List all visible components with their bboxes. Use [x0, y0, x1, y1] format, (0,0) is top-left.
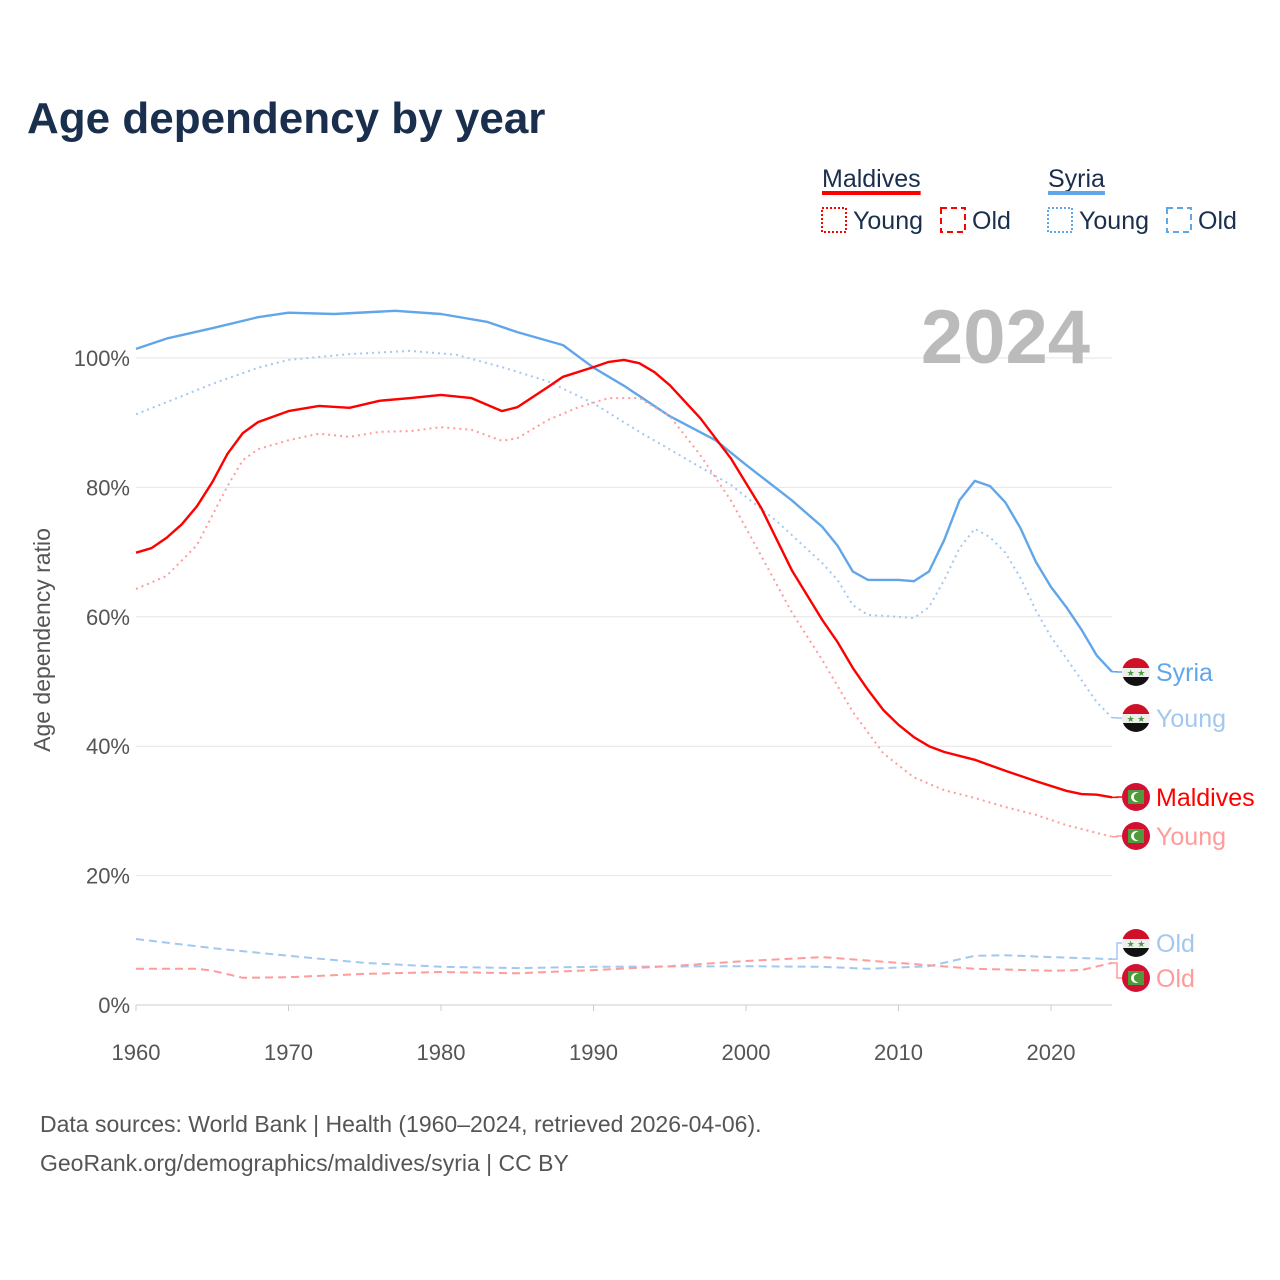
- end-label-text: Old: [1156, 930, 1195, 958]
- svg-text:★ ★: ★ ★: [1127, 668, 1146, 678]
- legend-item-young[interactable]: Young: [821, 207, 923, 235]
- legend-title: Maldives: [822, 165, 921, 193]
- x-tick-label: 1980: [417, 1040, 466, 1065]
- y-tick-label: 60%: [86, 605, 130, 630]
- maldives-flag-icon: [1122, 964, 1150, 992]
- end-label-maldives_old: Old: [1112, 962, 1195, 993]
- y-axis-label: Age dependency ratio: [29, 528, 55, 752]
- chart-title: Age dependency by year: [27, 94, 545, 143]
- x-tick-label: 2020: [1027, 1040, 1076, 1065]
- end-label-maldives_young: Young: [1112, 822, 1226, 851]
- legend-underline: [1048, 191, 1105, 195]
- legend: Maldives Young Old Syria Young Old: [821, 165, 1237, 235]
- end-label-syria_old: ★ ★ Old: [1112, 929, 1195, 960]
- series-line-syria_total: [135, 309, 1113, 673]
- end-label-text: Old: [1156, 965, 1195, 993]
- x-tick-label: 1990: [569, 1040, 618, 1065]
- x-tick-label: 2010: [874, 1040, 923, 1065]
- connector: [1112, 962, 1122, 979]
- x-tick-label: 2000: [722, 1040, 771, 1065]
- legend-item-old[interactable]: Old: [1166, 207, 1237, 235]
- series-line-syria_young: [135, 349, 1113, 719]
- end-labels: ★ ★ Syria ★ ★ Young ★ ★ Old Maldives Young Old: [1112, 658, 1255, 993]
- syria-flag-icon: ★ ★: [1122, 704, 1150, 732]
- series-line-maldives_total: [135, 358, 1113, 799]
- series-line-maldives_old: [136, 956, 1113, 979]
- y-tick-label: 20%: [86, 864, 130, 889]
- dotted-swatch-icon: [1047, 207, 1073, 233]
- legend-item-label: Old: [1198, 207, 1237, 235]
- series-line-syria_old: [135, 938, 1113, 970]
- end-label-syria_total: ★ ★ Syria: [1112, 658, 1213, 687]
- connector: [1112, 942, 1122, 960]
- legend-item-old[interactable]: Old: [940, 207, 1011, 235]
- legend-group-maldives[interactable]: Maldives Young Old: [821, 165, 1011, 235]
- end-label-maldives_total: Maldives: [1112, 783, 1255, 812]
- x-tick-label: 1960: [112, 1040, 161, 1065]
- svg-text:★ ★: ★ ★: [1127, 714, 1146, 724]
- end-label-syria_young: ★ ★ Young: [1112, 704, 1226, 733]
- year-label: 2024: [921, 295, 1090, 380]
- y-tick-label: 100%: [74, 346, 130, 371]
- y-tick-label: 80%: [86, 475, 130, 500]
- maldives-flag-icon: [1122, 783, 1150, 811]
- maldives-flag-icon: [1122, 822, 1150, 850]
- end-label-text: Maldives: [1156, 784, 1255, 812]
- y-tick-label: 0%: [98, 993, 130, 1018]
- syria-flag-icon: ★ ★: [1122, 658, 1150, 686]
- series-lines: [135, 309, 1113, 979]
- legend-item-label: Young: [1079, 207, 1149, 235]
- end-label-text: Young: [1156, 705, 1226, 733]
- syria-flag-icon: ★ ★: [1122, 929, 1150, 957]
- legend-group-syria[interactable]: Syria Young Old: [1047, 165, 1237, 235]
- x-tick-label: 1970: [264, 1040, 313, 1065]
- end-label-text: Young: [1156, 823, 1226, 851]
- dashed-swatch-icon: [1166, 207, 1192, 233]
- dashed-swatch-icon: [940, 207, 966, 233]
- dotted-swatch-icon: [821, 207, 847, 233]
- source-line-1: Data sources: World Bank | Health (1960–…: [40, 1111, 762, 1137]
- source-line-2: GeoRank.org/demographics/maldives/syria …: [40, 1150, 569, 1176]
- svg-text:★ ★: ★ ★: [1127, 939, 1146, 949]
- series-line-maldives_young: [135, 397, 1113, 838]
- legend-item-label: Old: [972, 207, 1011, 235]
- connector: [1112, 835, 1122, 838]
- grid: 0% 20% 40% 60% 80% 100% 1960 1970 1980 1990 2000 20…: [74, 346, 1112, 1065]
- end-label-text: Syria: [1156, 659, 1213, 687]
- legend-title: Syria: [1048, 165, 1105, 193]
- legend-item-label: Young: [853, 207, 923, 235]
- legend-underline: [822, 191, 921, 195]
- legend-item-young[interactable]: Young: [1047, 207, 1149, 235]
- y-tick-label: 40%: [86, 734, 130, 759]
